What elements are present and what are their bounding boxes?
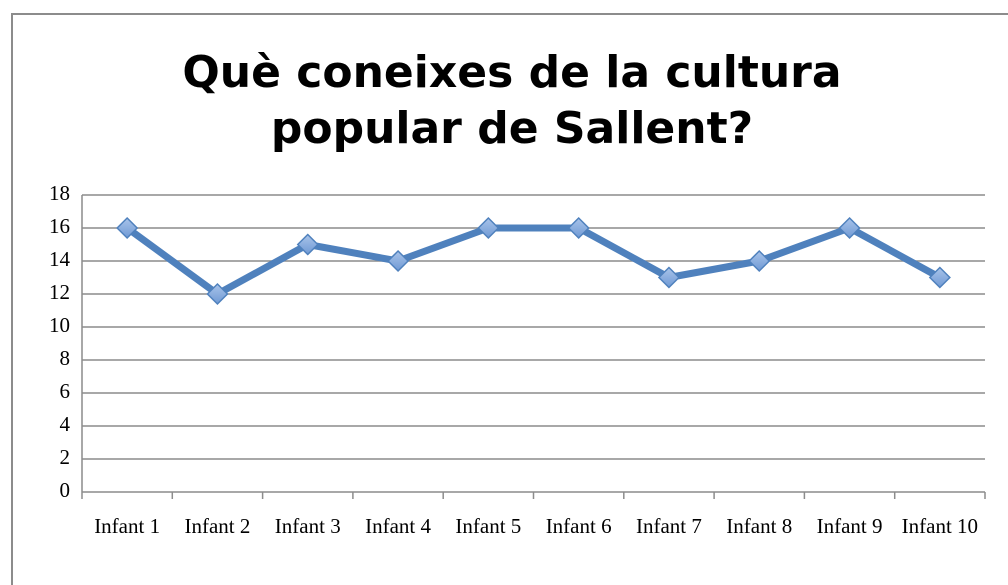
data-point <box>748 249 771 273</box>
y-tick-label: 4 <box>60 412 71 436</box>
chart-frame <box>11 13 1008 585</box>
data-point <box>657 266 681 289</box>
y-tick-label: 6 <box>60 379 71 403</box>
series-line <box>125 224 942 298</box>
y-tick-label: 18 <box>49 181 70 205</box>
x-tick-label: Infant 9 <box>817 514 883 538</box>
x-tick-label: Infant 10 <box>902 514 978 538</box>
data-point <box>296 233 319 256</box>
y-tick-label: 2 <box>60 445 71 469</box>
x-tick-label: Infant 3 <box>275 514 341 538</box>
data-point <box>928 266 951 289</box>
x-tick-label: Infant 2 <box>184 514 250 538</box>
x-tick-label: Infant 1 <box>94 514 160 538</box>
y-tick-label: 0 <box>60 478 71 502</box>
x-tick-label: Infant 7 <box>636 514 702 538</box>
y-tick-label: 16 <box>49 214 70 238</box>
x-tick-label: Infant 4 <box>365 514 431 538</box>
y-tick-label: 14 <box>49 247 71 271</box>
data-point <box>206 282 229 306</box>
chart-title: Què coneixes de la cultura popular de Sal… <box>182 47 841 154</box>
x-tick-label: Infant 8 <box>726 514 792 538</box>
y-tick-label: 12 <box>49 280 70 304</box>
data-point <box>116 216 139 240</box>
y-tick-label: 8 <box>60 346 71 370</box>
data-point <box>567 216 590 240</box>
y-tick-label: 10 <box>49 313 70 337</box>
data-point <box>386 249 410 273</box>
data-point <box>477 216 500 240</box>
data-point <box>838 216 861 240</box>
x-tick-label: Infant 6 <box>546 514 612 538</box>
x-tick-label: Infant 5 <box>455 514 521 538</box>
